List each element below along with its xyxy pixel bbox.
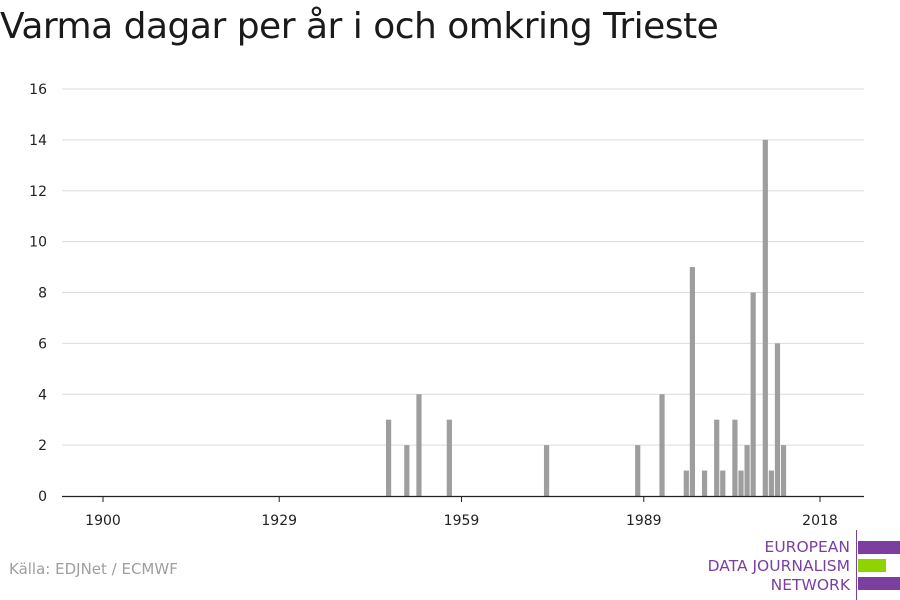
y-tick-label: 4 — [38, 387, 47, 403]
y-tick-label: 2 — [38, 438, 47, 454]
logo-line-1: EUROPEAN — [764, 538, 850, 556]
logo-bar-green — [858, 559, 886, 572]
logo-bar-purple-top — [858, 541, 900, 554]
y-tick-label: 16 — [29, 82, 47, 98]
source-note: Källa: EDJNet / ECMWF — [9, 560, 178, 578]
x-tick-label: 1900 — [85, 513, 121, 529]
bar[interactable] — [404, 445, 410, 496]
x-tick-label: 1989 — [626, 513, 662, 529]
y-axis-ticks: 0 2 4 6 8 10 12 14 16 — [29, 82, 47, 505]
bar[interactable] — [689, 267, 695, 496]
bar[interactable] — [385, 419, 392, 496]
x-tick-label: 1959 — [444, 513, 480, 529]
bar-chart: 0 2 4 6 8 10 12 14 16 1900 1929 1959 1989 2018 — [29, 82, 864, 529]
logo-line-3: NETWORK — [770, 576, 850, 594]
bar[interactable] — [714, 419, 720, 496]
bar[interactable] — [720, 470, 726, 496]
bar[interactable] — [768, 470, 774, 496]
bar[interactable] — [683, 470, 689, 496]
bar[interactable] — [750, 292, 756, 497]
y-tick-label: 10 — [29, 235, 47, 251]
y-tick-label: 8 — [38, 286, 47, 302]
y-tick-label: 0 — [38, 489, 47, 505]
edjnet-logo[interactable]: EUROPEAN DATA JOURNALISM NETWORK — [700, 528, 900, 600]
bar[interactable] — [446, 419, 452, 496]
x-axis: 1900 1929 1959 1989 2018 — [62, 495, 864, 529]
bar[interactable] — [659, 394, 665, 496]
gridlines — [62, 88, 864, 446]
bars — [385, 139, 787, 497]
bar[interactable] — [780, 445, 787, 496]
logo-divider — [856, 530, 857, 600]
x-tick-label: 1929 — [261, 513, 297, 529]
bar[interactable] — [543, 445, 550, 496]
bar[interactable] — [732, 419, 738, 496]
logo-bar-purple-bottom — [858, 577, 900, 590]
bar[interactable] — [762, 139, 768, 496]
bar[interactable] — [774, 343, 781, 496]
logo-line-2: DATA JOURNALISM — [707, 557, 850, 575]
chart-title: Varma dagar per år i och omkring Trieste — [0, 6, 719, 47]
bar[interactable] — [738, 470, 744, 496]
x-tick-label: 2018 — [802, 513, 838, 529]
bar[interactable] — [635, 445, 641, 496]
bar[interactable] — [701, 470, 708, 496]
y-tick-label: 6 — [38, 336, 47, 352]
y-tick-label: 14 — [29, 133, 47, 149]
bar[interactable] — [744, 445, 750, 496]
y-tick-label: 12 — [29, 184, 47, 200]
bar[interactable] — [416, 394, 422, 496]
